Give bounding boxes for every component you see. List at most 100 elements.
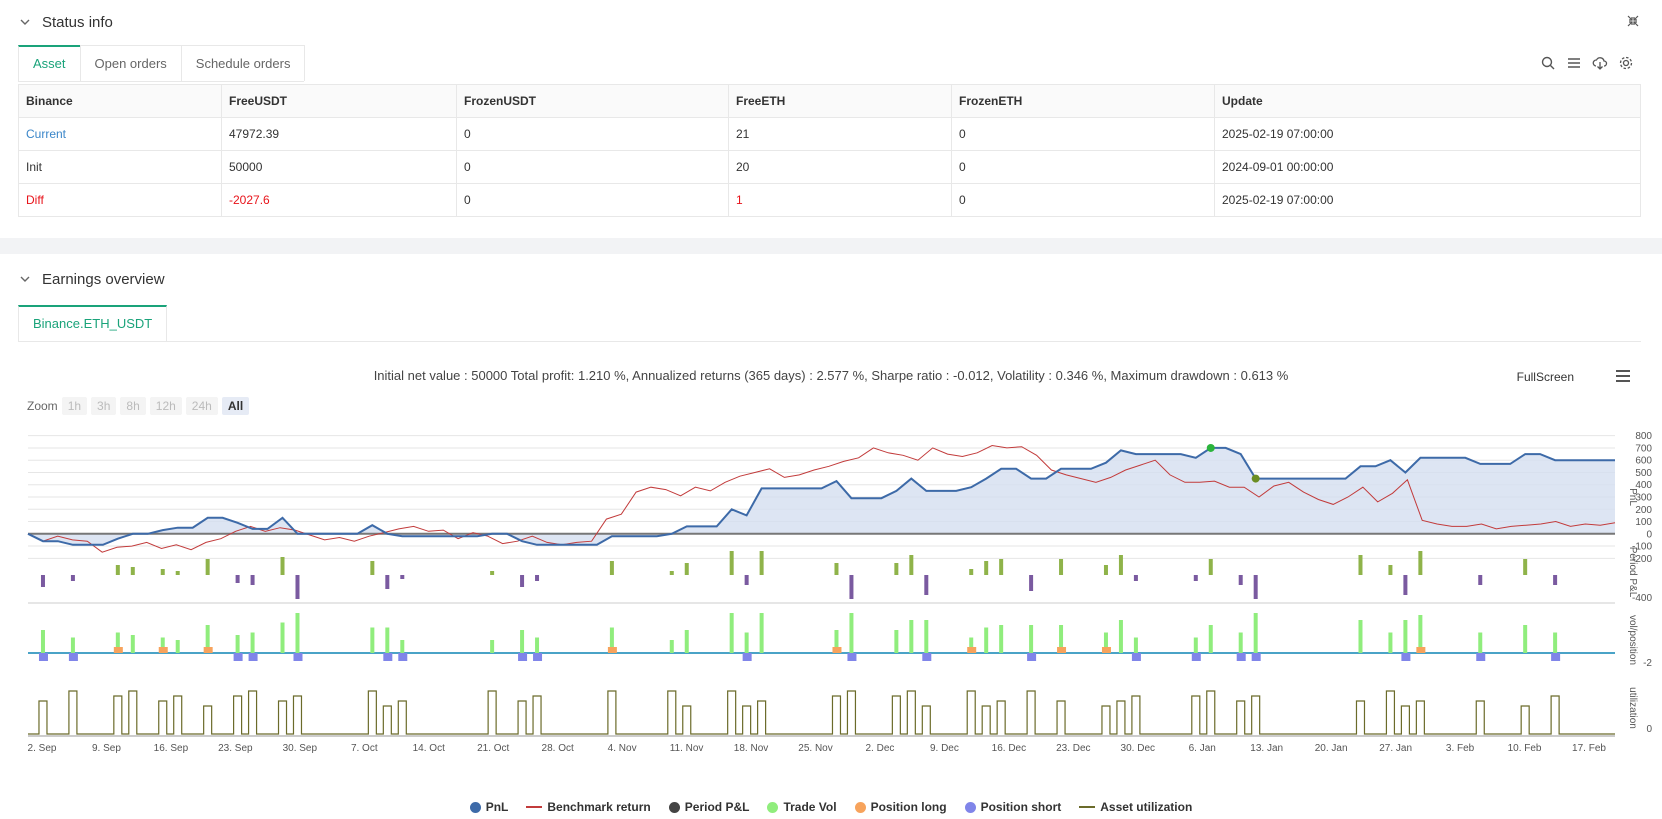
trade-vol-bar [520,630,525,653]
trade-vol-bar [759,613,764,653]
period-pnl-bar [999,559,1004,575]
legend-trade-vol[interactable]: Trade Vol [767,800,837,814]
x-tick-label: 30. Sep [283,743,318,754]
position-short-bar [1476,653,1486,661]
position-short-bar [1551,653,1561,661]
x-tick-label: 7. Oct [351,743,378,754]
trade-vol-bar [1388,632,1393,653]
period-pnl-bar [1358,555,1363,575]
legend-period-pnl[interactable]: Period P&L [668,800,749,814]
trade-vol-bar [205,625,210,653]
vol-tick-label: -2 [1643,658,1652,669]
cell: 2024-09-01 00:00:00 [1214,150,1641,184]
trade-vol-bar [250,632,255,653]
x-tick-label: 13. Jan [1250,743,1283,754]
trade-vol-bar [490,640,495,653]
chart-legend: PnL Benchmark return Period P&L Trade Vo… [0,800,1662,814]
collapse-icon[interactable] [1626,14,1640,28]
section-divider [0,238,1662,254]
x-tick-label: 20. Jan [1315,743,1348,754]
zoom-1h[interactable]: 1h [61,397,88,415]
position-short-bar [1131,653,1141,661]
trade-vol-bar [909,620,914,653]
chevron-down-icon[interactable] [18,15,32,29]
trade-vol-bar [1478,632,1483,653]
trade-vol-bar [609,627,614,653]
trade-vol-bar [999,625,1004,653]
period-pnl-bar [1118,555,1123,575]
legend-asset-utilization[interactable]: Asset utilization [1079,800,1192,814]
period-pnl-bar [1523,559,1528,575]
cell: 0 [456,117,729,151]
list-icon[interactable] [1566,55,1582,71]
trade-vol-bar [1103,632,1108,653]
legend-pnl[interactable]: PnL [469,800,508,814]
tab-binance-eth-usdt[interactable]: Binance.ETH_USDT [18,305,168,341]
x-tick-label: 23. Sep [218,743,253,754]
search-icon[interactable] [1540,55,1556,71]
col-header: FrozenUSDT [456,84,729,118]
zoom-3h[interactable]: 3h [91,397,117,415]
pnl-tick-label: -100 [1632,542,1652,553]
zoom-controls: Zoom 1h 3h 8h 12h 24h All [27,397,250,415]
earnings-chart[interactable]: 8007006005004003002001000-100-200PnLPeri… [0,420,1662,798]
position-short-bar [293,653,303,661]
period-pnl-bar [909,555,914,575]
fullscreen-button[interactable]: FullScreen [1516,370,1574,384]
col-header: FrozenETH [951,84,1215,118]
table-toolbar [1540,55,1634,71]
zoom-all[interactable]: All [221,397,250,415]
cloud-download-icon[interactable] [1592,55,1608,71]
x-tick-label: 17. Feb [1572,743,1606,754]
position-short-bar [922,653,932,661]
period-pnl-bar [205,559,210,575]
trade-vol-bar [1253,613,1258,653]
pnl-tick-label: 600 [1635,456,1652,467]
legend-position-long[interactable]: Position long [854,800,947,814]
status-info-header[interactable]: Status info [0,2,113,42]
util-axis-label: utilization [1627,687,1638,729]
zoom-8h[interactable]: 8h [120,397,146,415]
trade-vol-bar [1059,625,1064,653]
pnl-tick-label: 100 [1635,517,1652,528]
position-short-bar [248,653,258,661]
zoom-24h[interactable]: 24h [185,397,218,415]
position-short-bar [518,653,528,661]
earnings-header[interactable]: Earnings overview [0,259,165,299]
tab-open-orders[interactable]: Open orders [79,45,182,81]
chevron-down-icon[interactable] [18,272,32,286]
row-label-current[interactable]: Current [18,117,222,151]
position-short-bar [742,653,752,661]
menu-icon[interactable] [1614,369,1632,383]
pnl-tick-label: 300 [1635,493,1652,504]
cell: 0 [456,183,729,217]
trade-vol-bar [669,640,674,653]
gear-icon[interactable] [1618,55,1634,71]
util-tick-label: 0 [1646,724,1652,735]
period-tick-label: -400 [1632,593,1652,604]
position-long-bar [967,647,977,653]
x-tick-label: 6. Jan [1189,743,1216,754]
tab-asset[interactable]: Asset [18,45,81,81]
pnl-tick-label: 500 [1635,468,1652,479]
trade-vol-bar [969,637,974,653]
legend-benchmark[interactable]: Benchmark return [526,800,651,814]
trade-vol-bar [40,630,45,653]
x-tick-label: 3. Feb [1446,743,1475,754]
period-pnl-bar [295,575,300,599]
pnl-axis-label: PnL [1627,488,1638,506]
cell: 21 [728,117,952,151]
cell: 20 [728,150,952,184]
tab-schedule-orders[interactable]: Schedule orders [180,45,306,81]
trade-vol-bar [1118,620,1123,653]
position-short-bar [383,653,393,661]
zoom-12h[interactable]: 12h [149,397,182,415]
legend-position-short[interactable]: Position short [964,800,1061,814]
position-short-bar [68,653,78,661]
position-long-bar [1101,647,1111,653]
period-pnl-bar [1253,575,1258,599]
asset-utilization-line [28,690,1615,735]
period-pnl-bar [1133,575,1138,581]
position-short-bar [1251,653,1261,661]
period-pnl-bar [535,575,540,581]
